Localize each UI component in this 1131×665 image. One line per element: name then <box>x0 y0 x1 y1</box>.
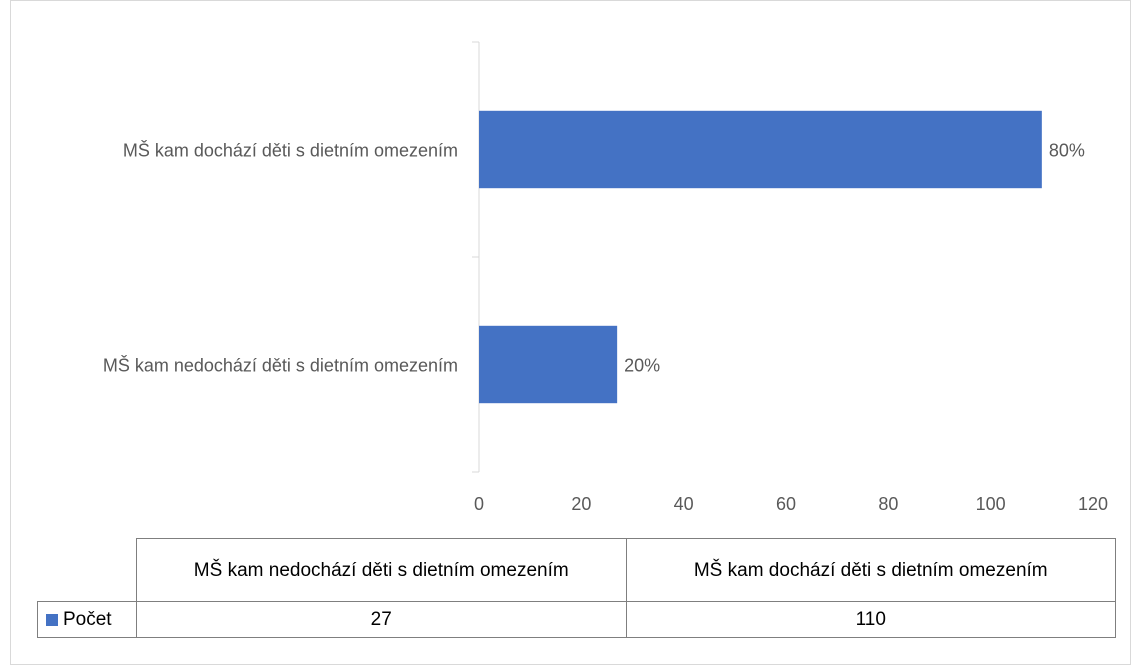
data-label: 80% <box>1049 140 1085 160</box>
table-legend: Počet <box>37 601 137 638</box>
bar <box>479 110 1042 189</box>
x-tick-label: 120 <box>1078 494 1108 514</box>
x-tick-label: 60 <box>776 494 796 514</box>
x-tick-label: 100 <box>976 494 1006 514</box>
x-tick-label: 80 <box>878 494 898 514</box>
y-tick-label: MŠ kam nedochází děti s dietním omezením <box>103 354 458 375</box>
bar <box>479 325 618 404</box>
table-header: MŠ kam dochází děti s dietním omezením <box>625 538 1116 602</box>
y-tick-label: MŠ kam dochází děti s dietním omezením <box>123 139 458 160</box>
table-value: 27 <box>136 601 627 638</box>
data-label: 20% <box>624 355 660 375</box>
x-tick-label: 20 <box>571 494 591 514</box>
table-value: 110 <box>625 601 1116 638</box>
legend-label: Počet <box>63 609 112 630</box>
legend-key <box>46 613 58 626</box>
table-header: MŠ kam nedochází děti s dietním omezením <box>136 538 627 602</box>
x-tick-label: 40 <box>674 494 694 514</box>
x-tick-label: 0 <box>474 494 484 514</box>
